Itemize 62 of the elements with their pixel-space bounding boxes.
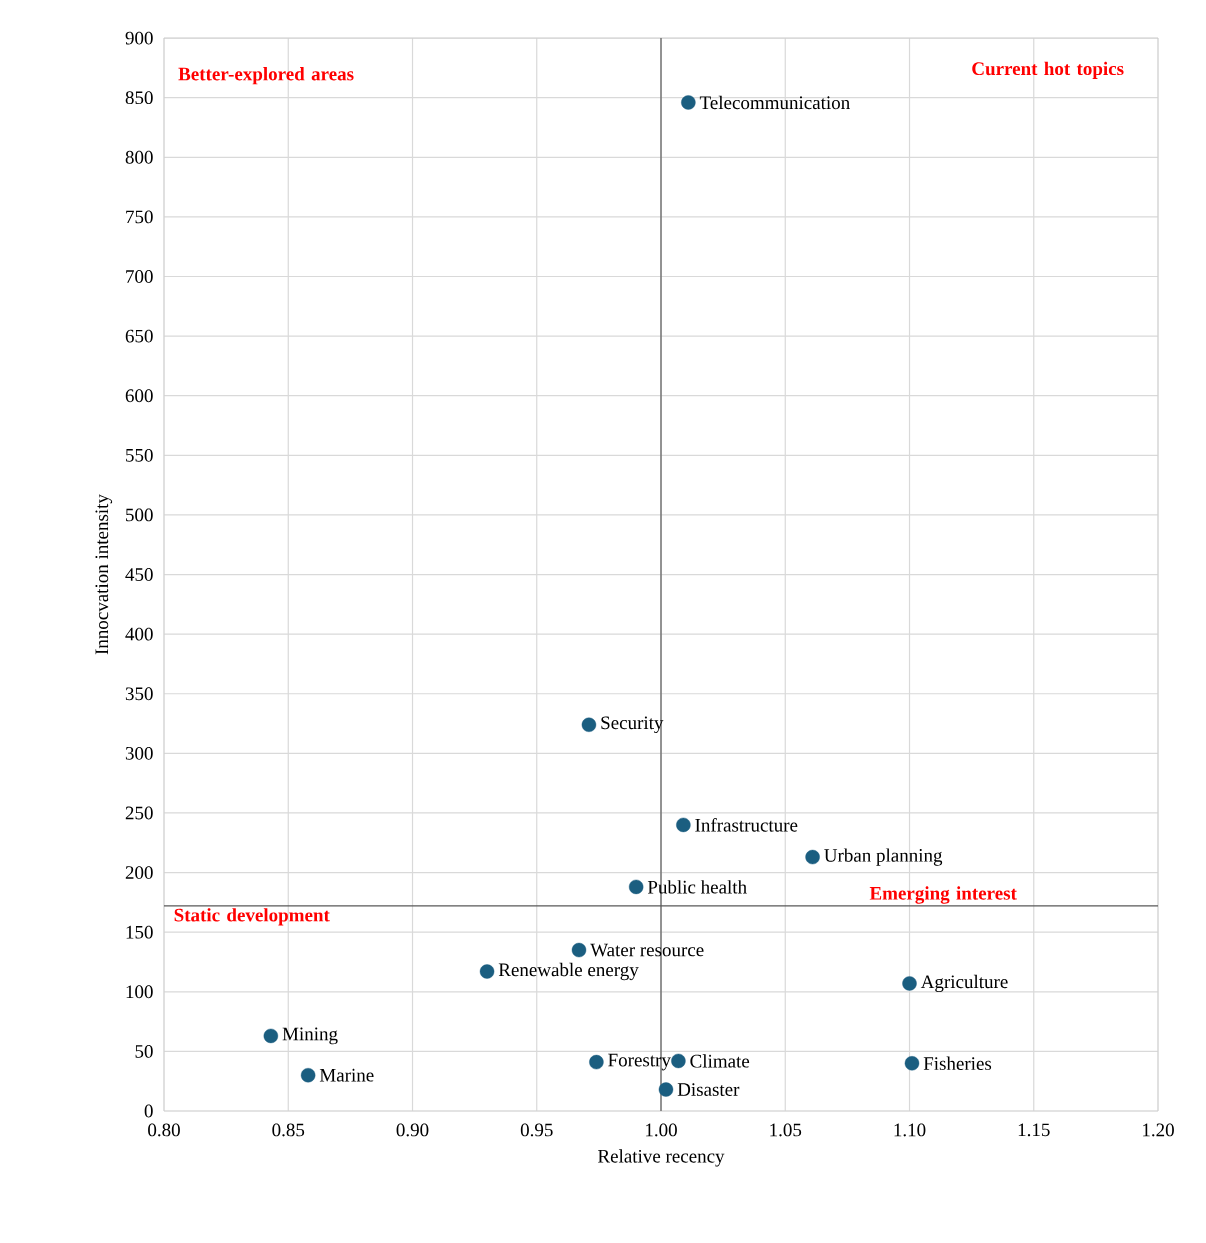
y-tick-label: 100	[126, 985, 153, 999]
annotation: Telecommunication	[699, 95, 850, 110]
x-tick-label: 1.15	[1018, 1123, 1050, 1137]
x-tick-label: 0.90	[396, 1123, 429, 1137]
y-tick-label: 200	[125, 866, 153, 879]
x-tick-label: 0.95	[520, 1123, 553, 1137]
y-tick-label: 900	[125, 31, 153, 45]
x-tick-label: 1.10	[894, 1123, 926, 1137]
point	[581, 717, 597, 732]
y-tick-label: 450	[125, 568, 153, 581]
annotation: Climate	[690, 1054, 750, 1068]
point	[589, 1054, 604, 1070]
y-tick-label: 600	[125, 389, 153, 403]
point	[571, 942, 587, 958]
annotation: Forestry	[608, 1053, 671, 1071]
point	[263, 1028, 279, 1044]
y-tick-label: 50	[135, 1044, 153, 1058]
point	[628, 879, 644, 895]
y-tick-label: 250	[125, 806, 153, 820]
annotation: Emerging interest	[869, 886, 1017, 904]
x-tick-label: 0.80	[148, 1123, 180, 1137]
y-tick-label: 0	[144, 1104, 153, 1118]
point	[676, 817, 691, 833]
annotation: Static development	[174, 908, 330, 926]
point	[658, 1082, 674, 1097]
annotation: Water resource	[590, 943, 704, 957]
y-tick-label: 750	[126, 210, 153, 224]
y-tick-label: 650	[125, 329, 153, 343]
x-axis-title: Relative recency	[597, 1149, 725, 1167]
point	[300, 1068, 316, 1083]
point	[805, 849, 820, 865]
x-tick-label: 1.00	[646, 1123, 677, 1137]
annotation: Public health	[647, 880, 747, 894]
annotation: Disaster	[677, 1083, 740, 1096]
y-tick-label: 700	[126, 270, 153, 283]
annotation: Fisheries	[923, 1056, 992, 1070]
x-tick-label: 0.85	[272, 1123, 305, 1137]
y-tick-label: 350	[125, 687, 153, 701]
point	[681, 95, 696, 110]
x-tick-label: 1.20	[1143, 1123, 1174, 1137]
x-tick-label: 1.05	[770, 1123, 802, 1137]
y-tick-label: 800	[125, 150, 153, 164]
annotation: Current hot topics	[972, 61, 1124, 79]
annotation: Infrastructure	[695, 818, 798, 832]
point	[902, 976, 917, 991]
y-tick-label: 400	[125, 627, 153, 641]
annotation: Agriculture	[920, 974, 1008, 993]
annotation: Urban planning	[824, 848, 943, 866]
y-tick-label: 850	[125, 91, 153, 105]
point	[479, 964, 495, 979]
point	[671, 1053, 686, 1069]
y-tick-label: 550	[126, 448, 153, 462]
y-tick-label: 300	[125, 746, 153, 760]
annotation: Mining	[282, 1027, 338, 1045]
annotation: Better-explored areas	[178, 67, 354, 85]
annotation: Marine	[319, 1068, 374, 1082]
y-tick-label: 500	[126, 508, 153, 522]
annotation: Security	[601, 716, 664, 734]
y-axis-title: Innocvation intensity	[95, 494, 113, 655]
annotation: Renewable energy	[498, 962, 639, 981]
y-tick-label: 150	[126, 925, 153, 939]
point	[904, 1056, 920, 1071]
